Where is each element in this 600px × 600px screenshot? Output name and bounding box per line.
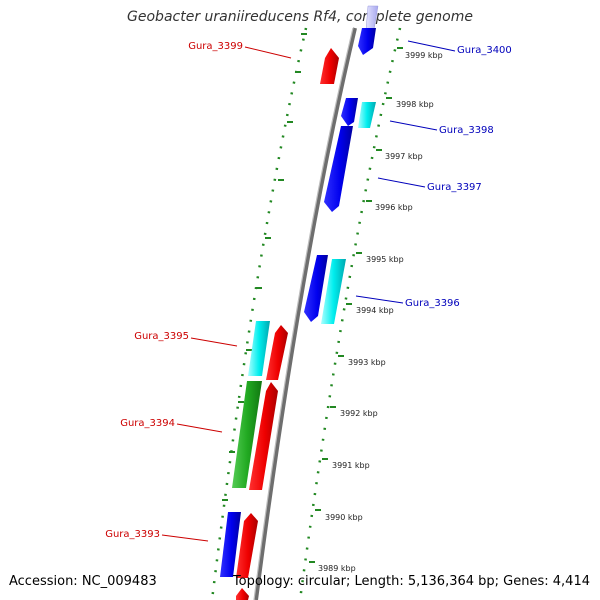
gene-arrow-gura-3397[interactable] — [324, 126, 353, 212]
gene-label: Gura_3393 — [105, 529, 160, 540]
outer-tick-track-left — [210, 27, 308, 600]
gene-label: Gura_3395 — [134, 331, 189, 342]
right-track-major-ticks — [309, 47, 403, 563]
gene-label: Gura_3396 — [405, 298, 460, 309]
gene-labels-left: Gura_3399 Gura_3395 Gura_3394 Gura_3393 — [105, 41, 243, 540]
kbp-label: 3997 kbp — [385, 152, 423, 161]
gene-labels-right: Gura_3400 Gura_3398 Gura_3397 Gura_3396 — [405, 45, 512, 309]
accession-info: Accession: NC_009483 — [9, 574, 157, 589]
map-title: Geobacter uraniireducens Rf4, complete g… — [127, 9, 473, 25]
inner-tick-track-right — [298, 27, 402, 600]
gene-arrow-gura-3400[interactable] — [358, 28, 376, 55]
gene-arrow-red-3393[interactable] — [236, 513, 258, 578]
topology-info: Topology: circular; Length: 5,136,364 bp… — [232, 574, 590, 589]
gene-arrow-blue-3396[interactable] — [304, 255, 328, 322]
gene-arrow-blue-3398[interactable] — [341, 98, 358, 126]
kbp-label: 3993 kbp — [348, 358, 386, 367]
gene-arrow-gura-3394[interactable] — [232, 381, 262, 488]
gene-arrow-red-3395[interactable] — [266, 325, 288, 380]
gene-arrow-gura-3395[interactable] — [248, 321, 270, 376]
kbp-label: 3999 kbp — [405, 51, 443, 60]
kbp-label: 3995 kbp — [366, 255, 404, 264]
kbp-label: 3991 kbp — [332, 461, 370, 470]
kbp-label: 3996 kbp — [375, 203, 413, 212]
gene-label: Gura_3394 — [120, 418, 175, 429]
gene-arrow-gura-3396[interactable] — [321, 259, 346, 324]
label-connectors — [161, 40, 456, 542]
kbp-label: 3992 kbp — [340, 409, 378, 418]
gene-arrow-gura-3398[interactable] — [358, 102, 376, 128]
gene-label: Gura_3400 — [457, 45, 512, 56]
gene-arrow-fragment[interactable] — [236, 588, 249, 600]
gene-label: Gura_3398 — [439, 125, 494, 136]
gene-arrow-pale[interactable] — [365, 5, 379, 31]
genome-backbone — [253, 27, 357, 600]
left-track-major-ticks — [222, 33, 307, 501]
kbp-label: 3998 kbp — [396, 100, 434, 109]
gene-arrow-gura-3399[interactable] — [320, 48, 339, 84]
gene-arrow-red-3394[interactable] — [249, 382, 278, 490]
kbp-label: 3989 kbp — [318, 564, 356, 573]
kbp-ruler-labels: 3999 kbp 3998 kbp 3997 kbp 3996 kbp 3995… — [318, 51, 443, 573]
gene-features[interactable] — [220, 5, 379, 600]
kbp-label: 3994 kbp — [356, 306, 394, 315]
gene-label: Gura_3399 — [188, 41, 243, 52]
gene-label: Gura_3397 — [427, 182, 482, 193]
gene-arrow-gura-3393[interactable] — [220, 512, 241, 577]
kbp-label: 3990 kbp — [325, 513, 363, 522]
